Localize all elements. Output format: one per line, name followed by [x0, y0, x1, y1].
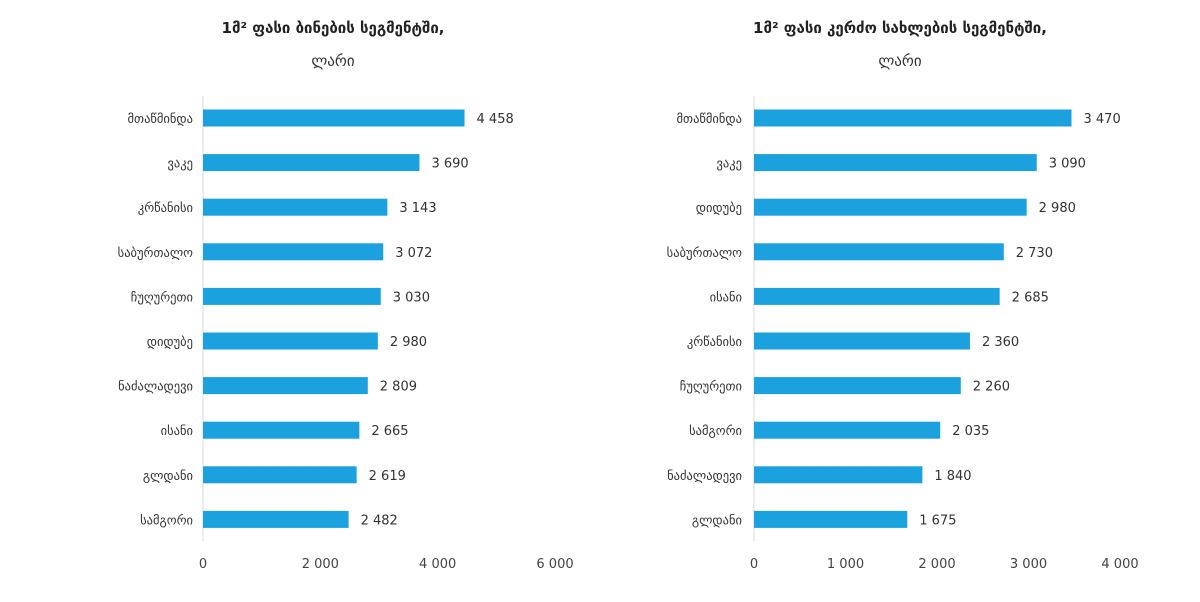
category-label: გლდანი	[143, 468, 193, 483]
bar	[203, 109, 465, 127]
bar	[754, 332, 970, 350]
category-label: მთაწმინდა	[128, 111, 193, 126]
category-label: დიდუბე	[147, 334, 193, 349]
x-tick-label: 3 000	[1010, 557, 1047, 572]
category-label: ისანი	[710, 289, 742, 304]
value-label: 3 690	[431, 157, 468, 172]
bar	[754, 198, 1027, 216]
value-label: 2 980	[390, 335, 427, 350]
category-label: სამგორი	[689, 423, 742, 438]
category-label: ისანი	[161, 423, 193, 438]
value-label: 2 360	[982, 335, 1019, 350]
bar	[754, 109, 1072, 127]
bar	[754, 154, 1037, 172]
category-label: ჩუღურეთი	[131, 289, 193, 304]
value-label: 2 809	[380, 380, 417, 395]
x-tick-label: 4 000	[1101, 557, 1138, 572]
category-label: კრწანისი	[138, 200, 193, 215]
value-label: 2 482	[361, 513, 398, 528]
category-label: ვაკე	[168, 156, 193, 171]
value-label: 2 260	[973, 380, 1010, 395]
chart-2-subtitle: ლარი	[878, 52, 922, 70]
chart-2-plot: მთაწმინდა 3 470 ვაკე 3 090 დიდუბე 2 980 საბურთ…	[667, 96, 1139, 572]
chart-1-title: 1მ² ფასი ბინების სეგმენტში,	[222, 19, 445, 37]
category-label: გლდანი	[692, 512, 742, 527]
value-label: 3 030	[393, 290, 430, 305]
x-tick-label: 2 000	[302, 557, 339, 572]
bar	[754, 287, 1000, 305]
value-label: 2 035	[952, 424, 989, 439]
category-label: მთაწმინდა	[677, 111, 742, 126]
bar	[203, 510, 349, 528]
x-tick-label: 6 000	[536, 557, 573, 572]
value-label: 3 090	[1049, 157, 1086, 172]
bar	[754, 421, 941, 439]
value-label: 2 685	[1012, 290, 1049, 305]
bar	[203, 154, 420, 172]
bar	[203, 421, 360, 439]
x-tick-label: 0	[750, 557, 758, 572]
value-label: 1 675	[919, 513, 956, 528]
value-label: 3 143	[399, 201, 436, 216]
bar	[754, 243, 1004, 261]
category-label: ვაკე	[717, 156, 742, 171]
category-label: საბურთალო	[118, 245, 193, 260]
x-tick-label: 0	[199, 557, 207, 572]
bar	[754, 510, 908, 528]
chart-2-title: 1მ² ფასი კერძო სახლების სეგმენტში,	[753, 19, 1047, 37]
bar	[203, 243, 384, 261]
category-label: სამგორი	[140, 512, 193, 527]
x-tick-label: 4 000	[419, 557, 456, 572]
value-label: 2 980	[1039, 201, 1076, 216]
bar	[203, 377, 368, 395]
category-label: ნაძალადევი	[118, 379, 193, 394]
category-label: ნაძალადევი	[667, 468, 742, 483]
bar	[203, 287, 381, 305]
value-label: 4 458	[477, 112, 514, 127]
category-label: ჩუღურეთი	[680, 379, 742, 394]
value-label: 2 619	[369, 469, 406, 484]
value-label: 3 470	[1084, 112, 1121, 127]
bar	[754, 466, 923, 484]
value-label: 1 840	[934, 469, 971, 484]
bar	[203, 466, 357, 484]
value-label: 2 730	[1016, 246, 1053, 261]
bar	[203, 198, 388, 216]
value-label: 2 665	[371, 424, 408, 439]
x-tick-label: 2 000	[918, 557, 955, 572]
chart-1-subtitle: ლარი	[311, 52, 355, 70]
chart-1-plot: მთაწმინდა 4 458 ვაკე 3 690 კრწანისი 3 143 საბუ…	[118, 96, 574, 572]
category-label: დიდუბე	[696, 200, 742, 215]
bar	[203, 332, 378, 350]
category-label: კრწანისი	[687, 334, 742, 349]
x-tick-label: 1 000	[827, 557, 864, 572]
category-label: საბურთალო	[667, 245, 742, 260]
value-label: 3 072	[395, 246, 432, 261]
bar	[754, 377, 961, 395]
